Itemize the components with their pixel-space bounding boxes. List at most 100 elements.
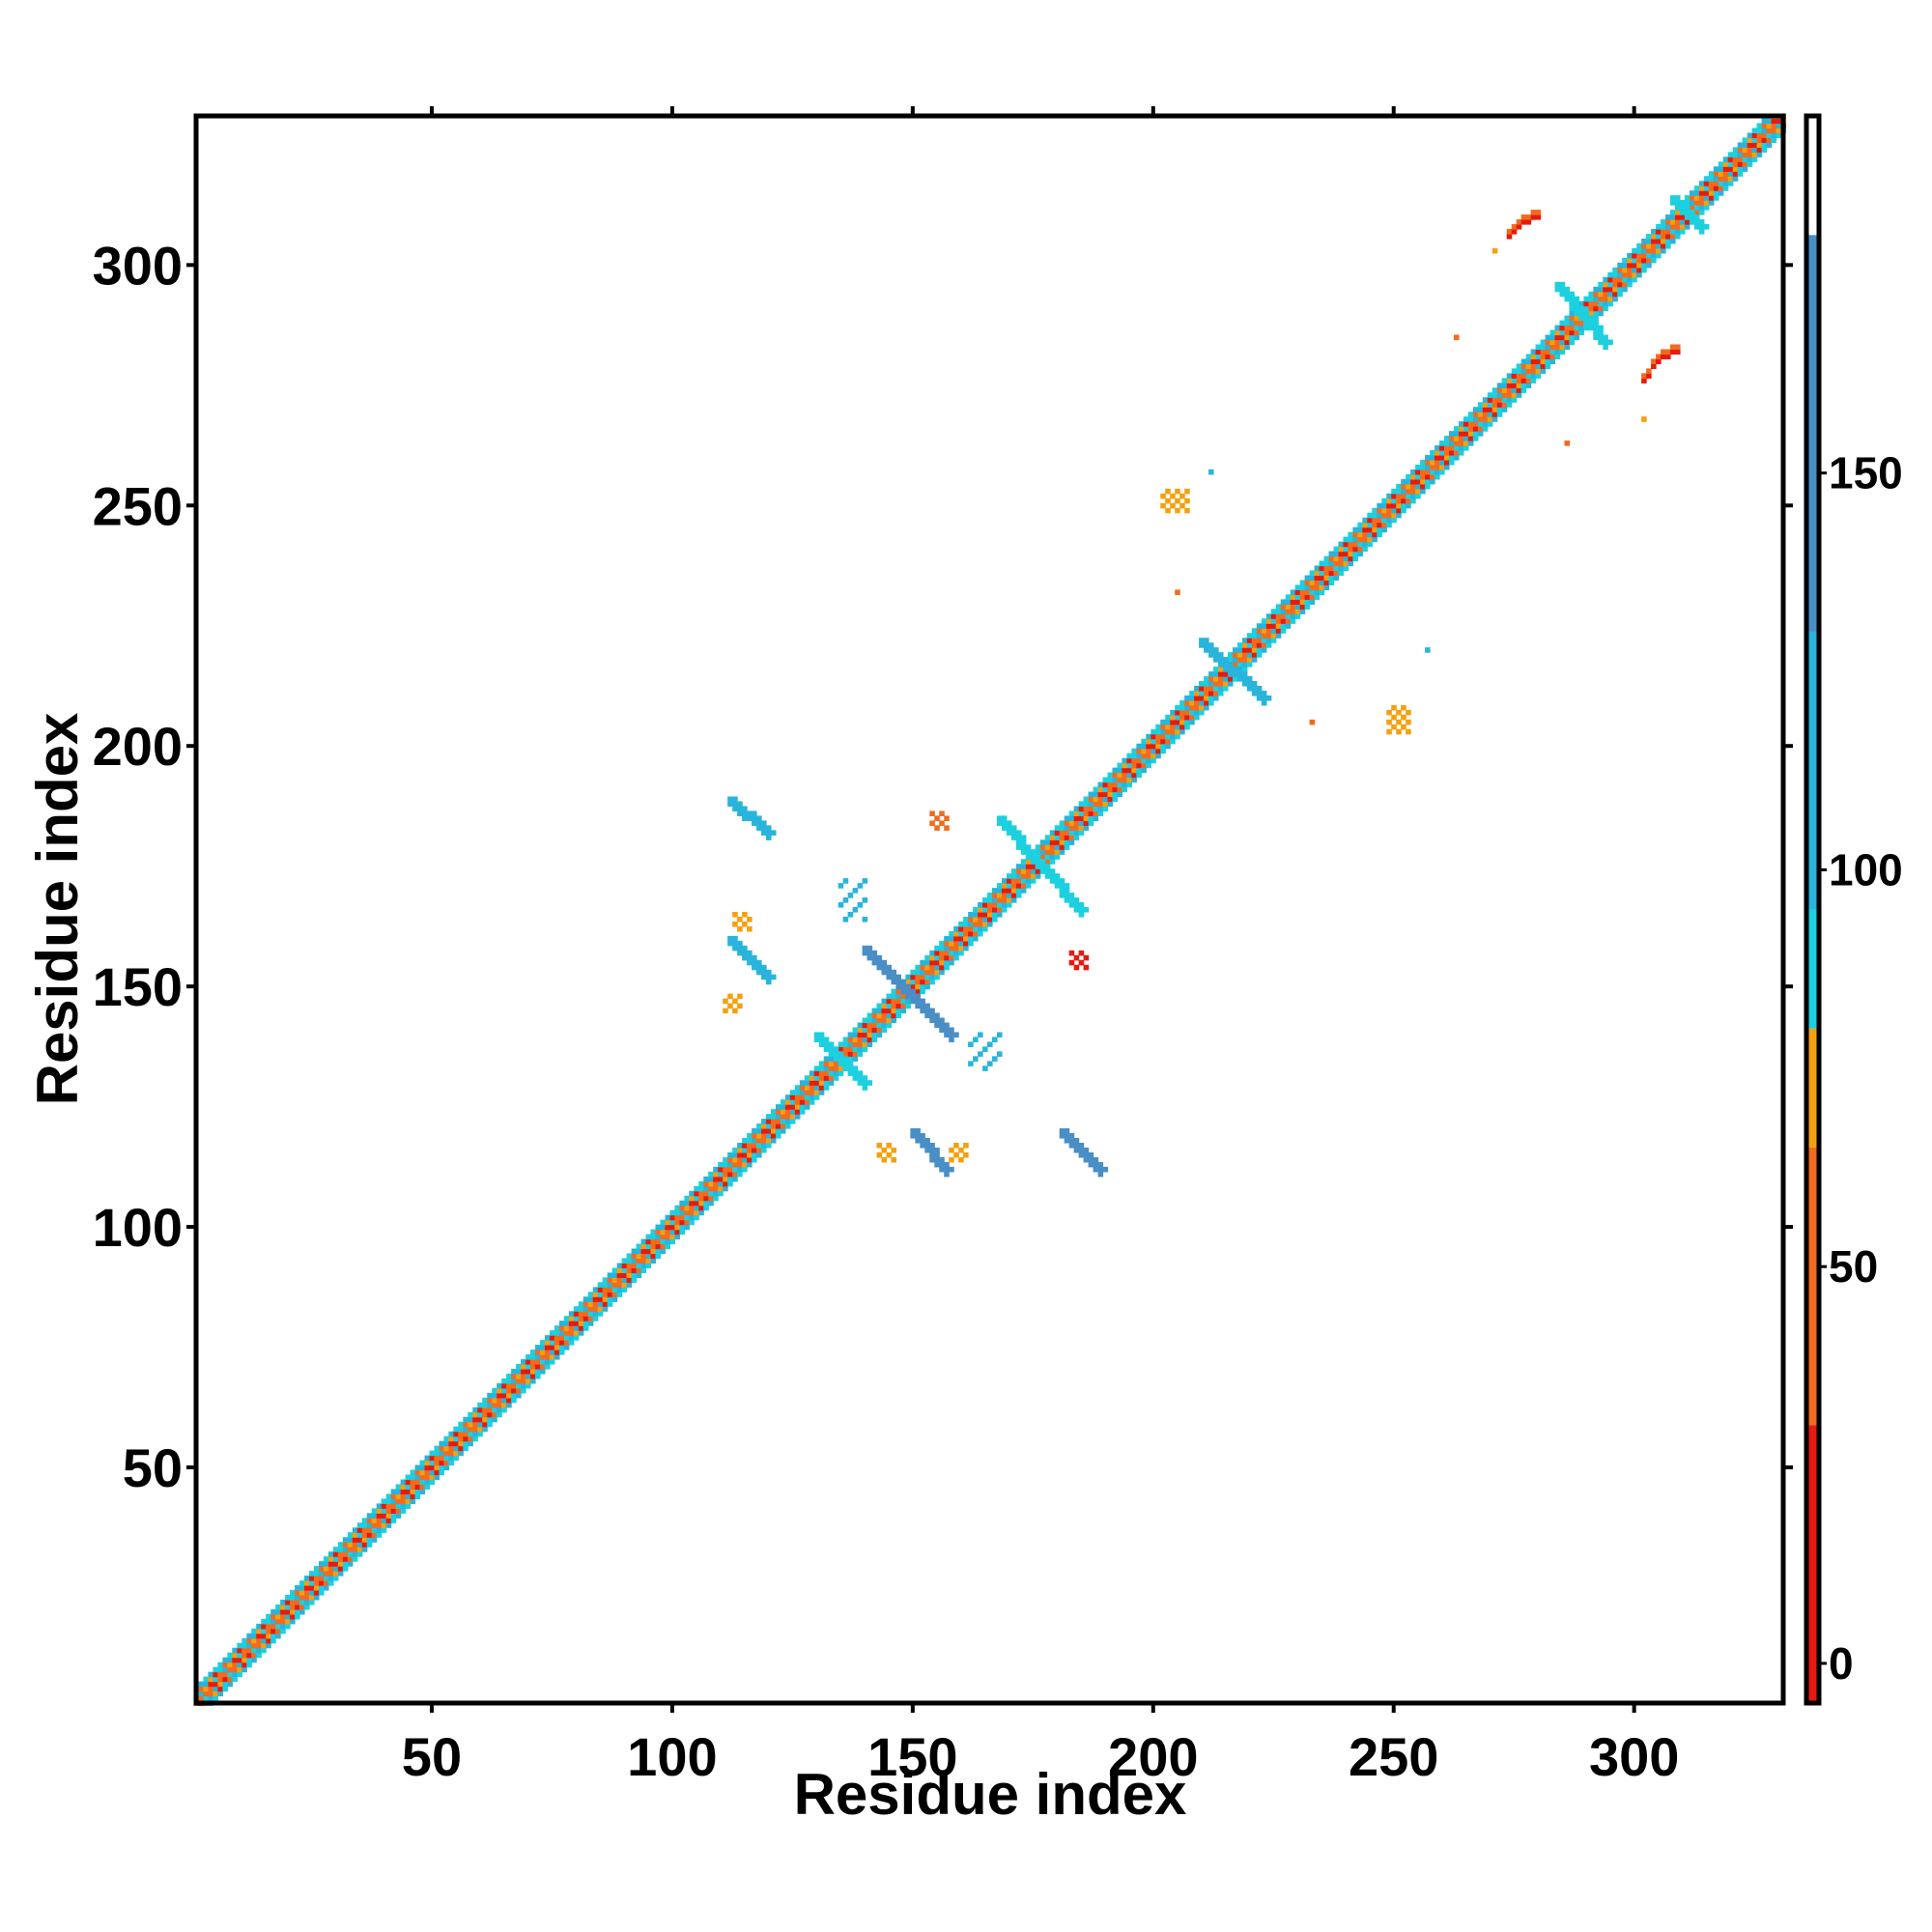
- heatmap-cell: [1049, 849, 1056, 855]
- heatmap-cell: [842, 897, 849, 903]
- heatmap-cell: [1516, 378, 1522, 384]
- heatmap-cell: [419, 1460, 426, 1466]
- heatmap-cell: [626, 1282, 633, 1288]
- heatmap-cell: [756, 959, 762, 966]
- heatmap-cell: [818, 1065, 825, 1071]
- heatmap-cell: [1001, 883, 1008, 889]
- heatmap-cell: [1141, 753, 1147, 759]
- heatmap-cell: [1525, 214, 1532, 220]
- heatmap-cell: [1073, 964, 1080, 971]
- heatmap-cell: [1549, 344, 1556, 351]
- heatmap-cell: [929, 979, 935, 985]
- heatmap-cell: [1583, 310, 1589, 317]
- heatmap-cell: [285, 1608, 291, 1615]
- heatmap-cell: [198, 1695, 205, 1702]
- heatmap-cell: [1372, 507, 1378, 514]
- heatmap-cell: [1771, 128, 1777, 134]
- heatmap-cell: [477, 1421, 483, 1428]
- heatmap-cell: [747, 815, 753, 821]
- heatmap-cell: [1054, 844, 1061, 850]
- heatmap-cell: [1627, 262, 1633, 269]
- heatmap-cell: [799, 1085, 806, 1091]
- heatmap-cell: [770, 1114, 777, 1120]
- heatmap-cell: [376, 1518, 383, 1523]
- heatmap-cell: [458, 1421, 464, 1428]
- heatmap-cell: [621, 1258, 628, 1264]
- heatmap-cell: [1670, 224, 1676, 230]
- heatmap-cell: [1025, 878, 1032, 884]
- heatmap-cell: [1270, 628, 1277, 634]
- heatmap-cell: [1698, 205, 1705, 211]
- heatmap-cell: [963, 940, 969, 947]
- heatmap-cell: [747, 810, 753, 816]
- heatmap-cell: [876, 1142, 883, 1149]
- heatmap-cell: [1204, 690, 1209, 696]
- heatmap-cell: [953, 1151, 959, 1158]
- heatmap-cell: [1025, 864, 1032, 869]
- heatmap-cell: [1670, 195, 1676, 201]
- heatmap-cell: [789, 1114, 796, 1120]
- heatmap-cell: [501, 1397, 507, 1404]
- heatmap-cell: [833, 1065, 839, 1071]
- heatmap-cell: [1718, 185, 1724, 191]
- heatmap-cell: [1496, 402, 1503, 408]
- heatmap-cell: [1718, 176, 1724, 182]
- heatmap-cell: [1227, 676, 1234, 682]
- heatmap-cell: [385, 1513, 392, 1519]
- heatmap-cell: [1511, 387, 1518, 393]
- heatmap-cell: [1261, 618, 1267, 624]
- heatmap-cell: [631, 1258, 638, 1264]
- heatmap-cell: [1333, 570, 1340, 577]
- heatmap-cell: [1472, 421, 1479, 427]
- heatmap-cell: [1001, 820, 1008, 826]
- heatmap-cell: [1583, 315, 1589, 322]
- heatmap-cell: [1742, 142, 1748, 148]
- heatmap-cell: [1323, 575, 1330, 582]
- heatmap-cell: [1670, 210, 1676, 215]
- heatmap-cell: [881, 1147, 888, 1153]
- heatmap-cell: [1598, 305, 1604, 312]
- heatmap-cell: [1435, 473, 1440, 480]
- y-tick-label: 100: [93, 1197, 183, 1258]
- heatmap-cell: [270, 1623, 276, 1630]
- heatmap-cell: [939, 1022, 945, 1029]
- heatmap-cell: [1713, 166, 1719, 172]
- heatmap-cell: [1039, 864, 1046, 869]
- heatmap-cell: [1732, 176, 1739, 182]
- heatmap-cell: [737, 925, 743, 932]
- heatmap-cell: [963, 916, 969, 923]
- heatmap-cell: [1093, 810, 1099, 816]
- heatmap-cell: [1141, 762, 1147, 769]
- heatmap-cell: [558, 1350, 565, 1355]
- heatmap-cell: [1265, 642, 1272, 648]
- heatmap-cell: [1083, 796, 1090, 803]
- heatmap-cell: [1078, 1142, 1085, 1149]
- heatmap-cell: [698, 1180, 704, 1187]
- heatmap-cell: [708, 1200, 714, 1207]
- heatmap-cell: [487, 1416, 493, 1423]
- heatmap-cell: [1386, 502, 1392, 509]
- heatmap-cell: [655, 1234, 662, 1240]
- heatmap-cell: [1328, 551, 1335, 557]
- heatmap-cell: [1646, 252, 1652, 259]
- heatmap-cell: [1501, 407, 1508, 412]
- heatmap-cell: [871, 1008, 878, 1014]
- heatmap-cell: [953, 950, 959, 956]
- heatmap-cell: [472, 1435, 478, 1442]
- heatmap-cell: [385, 1518, 392, 1523]
- heatmap-cell: [405, 1503, 412, 1509]
- heatmap-cell: [789, 1090, 796, 1095]
- heatmap-cell: [756, 1123, 762, 1129]
- heatmap-cell: [1747, 132, 1753, 138]
- heatmap-cell: [876, 1151, 883, 1158]
- heatmap-cell: [944, 1032, 950, 1038]
- heatmap-cell: [718, 1171, 724, 1178]
- heatmap-cell: [352, 1542, 358, 1548]
- heatmap-cell: [337, 1566, 344, 1572]
- heatmap-cell: [867, 950, 873, 956]
- heatmap-cell: [852, 907, 859, 913]
- heatmap-cell: [1646, 368, 1652, 374]
- heatmap-cell: [1487, 397, 1493, 403]
- heatmap-cell: [1328, 565, 1335, 572]
